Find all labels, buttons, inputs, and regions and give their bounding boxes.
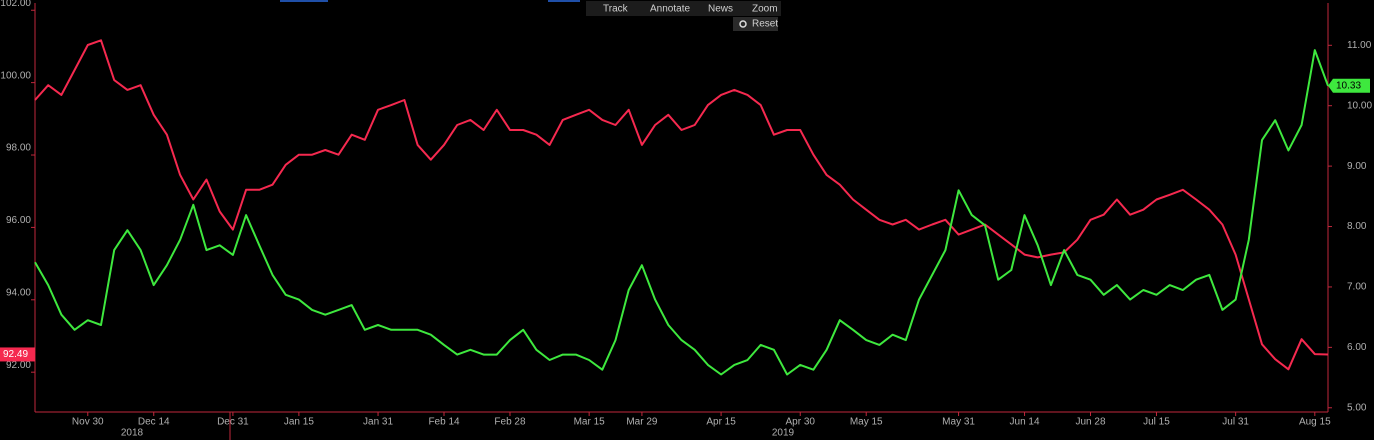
- y2-tick-label: 10.00: [1347, 100, 1372, 111]
- last-value-box: [1328, 78, 1370, 93]
- x-tick-label: Jan 15: [284, 417, 314, 428]
- x-tick-label: Jan 31: [363, 417, 393, 428]
- x-tick-label: Dec 31: [217, 417, 249, 428]
- toolbar-button[interactable]: News: [708, 4, 733, 15]
- year-label: 2018: [121, 428, 144, 439]
- y-tick-label: 94.00: [6, 287, 31, 298]
- y2-tick-label: 9.00: [1347, 161, 1367, 172]
- last-value-box: [0, 347, 35, 362]
- series-line: [34, 49, 1329, 376]
- x-tick-label: Apr 15: [706, 417, 736, 428]
- x-tick-label: Jul 15: [1143, 417, 1170, 428]
- reset-icon: [739, 20, 747, 28]
- toolbar: Track Annotate News Zoom Reset: [586, 1, 781, 31]
- top-marker: [280, 0, 328, 2]
- x-tick-label: Feb 14: [428, 417, 460, 428]
- toolbar-button[interactable]: Track: [603, 4, 629, 15]
- y2-tick-label: 11.00: [1347, 40, 1372, 51]
- x-tick-label: Mar 15: [574, 417, 606, 428]
- y2-tick-label: 6.00: [1347, 342, 1367, 353]
- reset-label: Reset: [752, 19, 778, 30]
- x-tick-label: Jun 28: [1075, 417, 1105, 428]
- y2-tick-label: 5.00: [1347, 402, 1367, 413]
- x-tick-label: Feb 28: [494, 417, 526, 428]
- x-tick-label: Dec 14: [138, 417, 170, 428]
- series-line: [34, 39, 1329, 371]
- top-marker: [548, 0, 580, 2]
- y-tick-label: 102.00: [0, 0, 31, 9]
- y-tick-label: 96.00: [6, 215, 31, 226]
- y2-tick-label: 7.00: [1347, 282, 1367, 293]
- toolbar-button[interactable]: Zoom: [752, 4, 778, 15]
- toolbar-button[interactable]: Annotate: [650, 4, 690, 15]
- x-tick-label: Apr 30: [786, 417, 816, 428]
- y-tick-label: 98.00: [6, 143, 31, 154]
- last-value-label: 92.49: [3, 349, 28, 360]
- last-value-label: 10.33: [1336, 80, 1361, 91]
- toolbar-bg: [586, 1, 781, 16]
- y-tick-label: 100.00: [0, 70, 31, 81]
- x-tick-label: May 31: [942, 417, 975, 428]
- y2-tick-label: 8.00: [1347, 221, 1367, 232]
- x-tick-label: Jun 14: [1010, 417, 1040, 428]
- x-tick-label: Aug 15: [1299, 417, 1331, 428]
- x-tick-label: May 15: [850, 417, 883, 428]
- year-label: 2019: [772, 428, 795, 439]
- x-tick-label: Mar 29: [626, 417, 658, 428]
- x-tick-label: Jul 31: [1222, 417, 1249, 428]
- y-tick-label: 92.00: [6, 360, 31, 371]
- x-tick-label: Nov 30: [72, 417, 104, 428]
